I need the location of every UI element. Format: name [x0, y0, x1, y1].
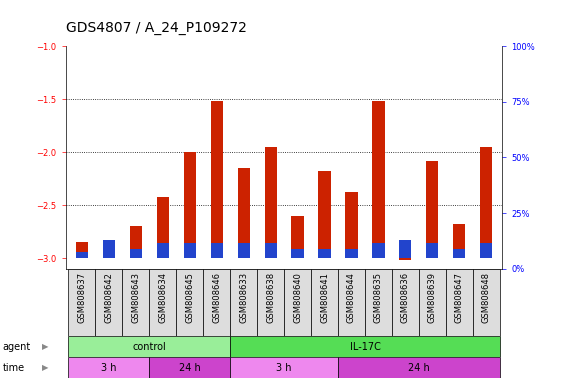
Bar	[184, 152, 196, 258]
Text: GSM808638: GSM808638	[266, 272, 275, 323]
Text: GSM808643: GSM808643	[131, 272, 140, 323]
Bar	[291, 249, 304, 258]
Text: GSM808636: GSM808636	[401, 272, 410, 323]
Text: GSM808648: GSM808648	[482, 272, 491, 323]
Text: GSM808637: GSM808637	[77, 272, 86, 323]
Bar	[238, 243, 250, 258]
Bar	[69, 357, 149, 378]
Text: time: time	[3, 362, 25, 373]
Bar	[95, 269, 122, 336]
Bar	[453, 249, 465, 258]
Bar	[480, 147, 492, 258]
Bar	[345, 249, 357, 258]
Bar	[230, 269, 257, 336]
Bar	[473, 269, 500, 336]
Text: GSM808640: GSM808640	[293, 272, 302, 323]
Text: ▶: ▶	[42, 363, 49, 372]
Bar	[211, 243, 223, 258]
Bar	[156, 243, 169, 258]
Bar	[345, 192, 357, 258]
Bar	[211, 101, 223, 258]
Text: GSM808644: GSM808644	[347, 272, 356, 323]
Bar	[203, 269, 230, 336]
Bar	[319, 171, 331, 258]
Bar	[338, 269, 365, 336]
Bar	[257, 269, 284, 336]
Bar	[372, 101, 384, 258]
Bar	[122, 269, 149, 336]
Bar	[399, 258, 412, 260]
Bar	[149, 269, 176, 336]
Bar	[264, 243, 277, 258]
Text: GSM808646: GSM808646	[212, 272, 221, 323]
Text: control: control	[132, 341, 166, 352]
Bar	[338, 357, 500, 378]
Bar	[149, 357, 230, 378]
Bar	[230, 357, 338, 378]
Bar	[480, 243, 492, 258]
Bar	[427, 243, 439, 258]
Bar	[399, 240, 412, 258]
Bar	[103, 240, 115, 258]
Text: GSM808634: GSM808634	[158, 272, 167, 323]
Bar	[392, 269, 419, 336]
Bar	[427, 161, 439, 258]
Bar	[291, 216, 304, 258]
Text: GSM808641: GSM808641	[320, 272, 329, 323]
Bar	[130, 249, 142, 258]
Text: GSM808633: GSM808633	[239, 272, 248, 323]
Bar	[372, 243, 384, 258]
Bar	[130, 227, 142, 258]
Text: GSM808645: GSM808645	[185, 272, 194, 323]
Bar	[446, 269, 473, 336]
Bar	[76, 252, 88, 258]
Bar	[238, 168, 250, 258]
Bar	[453, 224, 465, 258]
Bar	[230, 336, 500, 357]
Text: ▶: ▶	[42, 342, 49, 351]
Bar	[103, 251, 115, 258]
Text: GSM808642: GSM808642	[104, 272, 113, 323]
Text: 3 h: 3 h	[101, 362, 116, 373]
Text: 3 h: 3 h	[276, 362, 292, 373]
Bar	[156, 197, 169, 258]
Bar	[284, 269, 311, 336]
Text: 24 h: 24 h	[179, 362, 200, 373]
Bar	[264, 147, 277, 258]
Bar	[69, 269, 95, 336]
Bar	[319, 249, 331, 258]
Text: IL-17C: IL-17C	[349, 341, 380, 352]
Text: GSM808639: GSM808639	[428, 272, 437, 323]
Bar	[176, 269, 203, 336]
Text: GDS4807 / A_24_P109272: GDS4807 / A_24_P109272	[66, 21, 247, 35]
Bar	[69, 336, 230, 357]
Bar	[76, 242, 88, 258]
Text: GSM808647: GSM808647	[455, 272, 464, 323]
Bar	[184, 243, 196, 258]
Text: agent: agent	[3, 341, 31, 352]
Bar	[419, 269, 446, 336]
Text: GSM808635: GSM808635	[374, 272, 383, 323]
Bar	[365, 269, 392, 336]
Bar	[311, 269, 338, 336]
Text: 24 h: 24 h	[408, 362, 430, 373]
